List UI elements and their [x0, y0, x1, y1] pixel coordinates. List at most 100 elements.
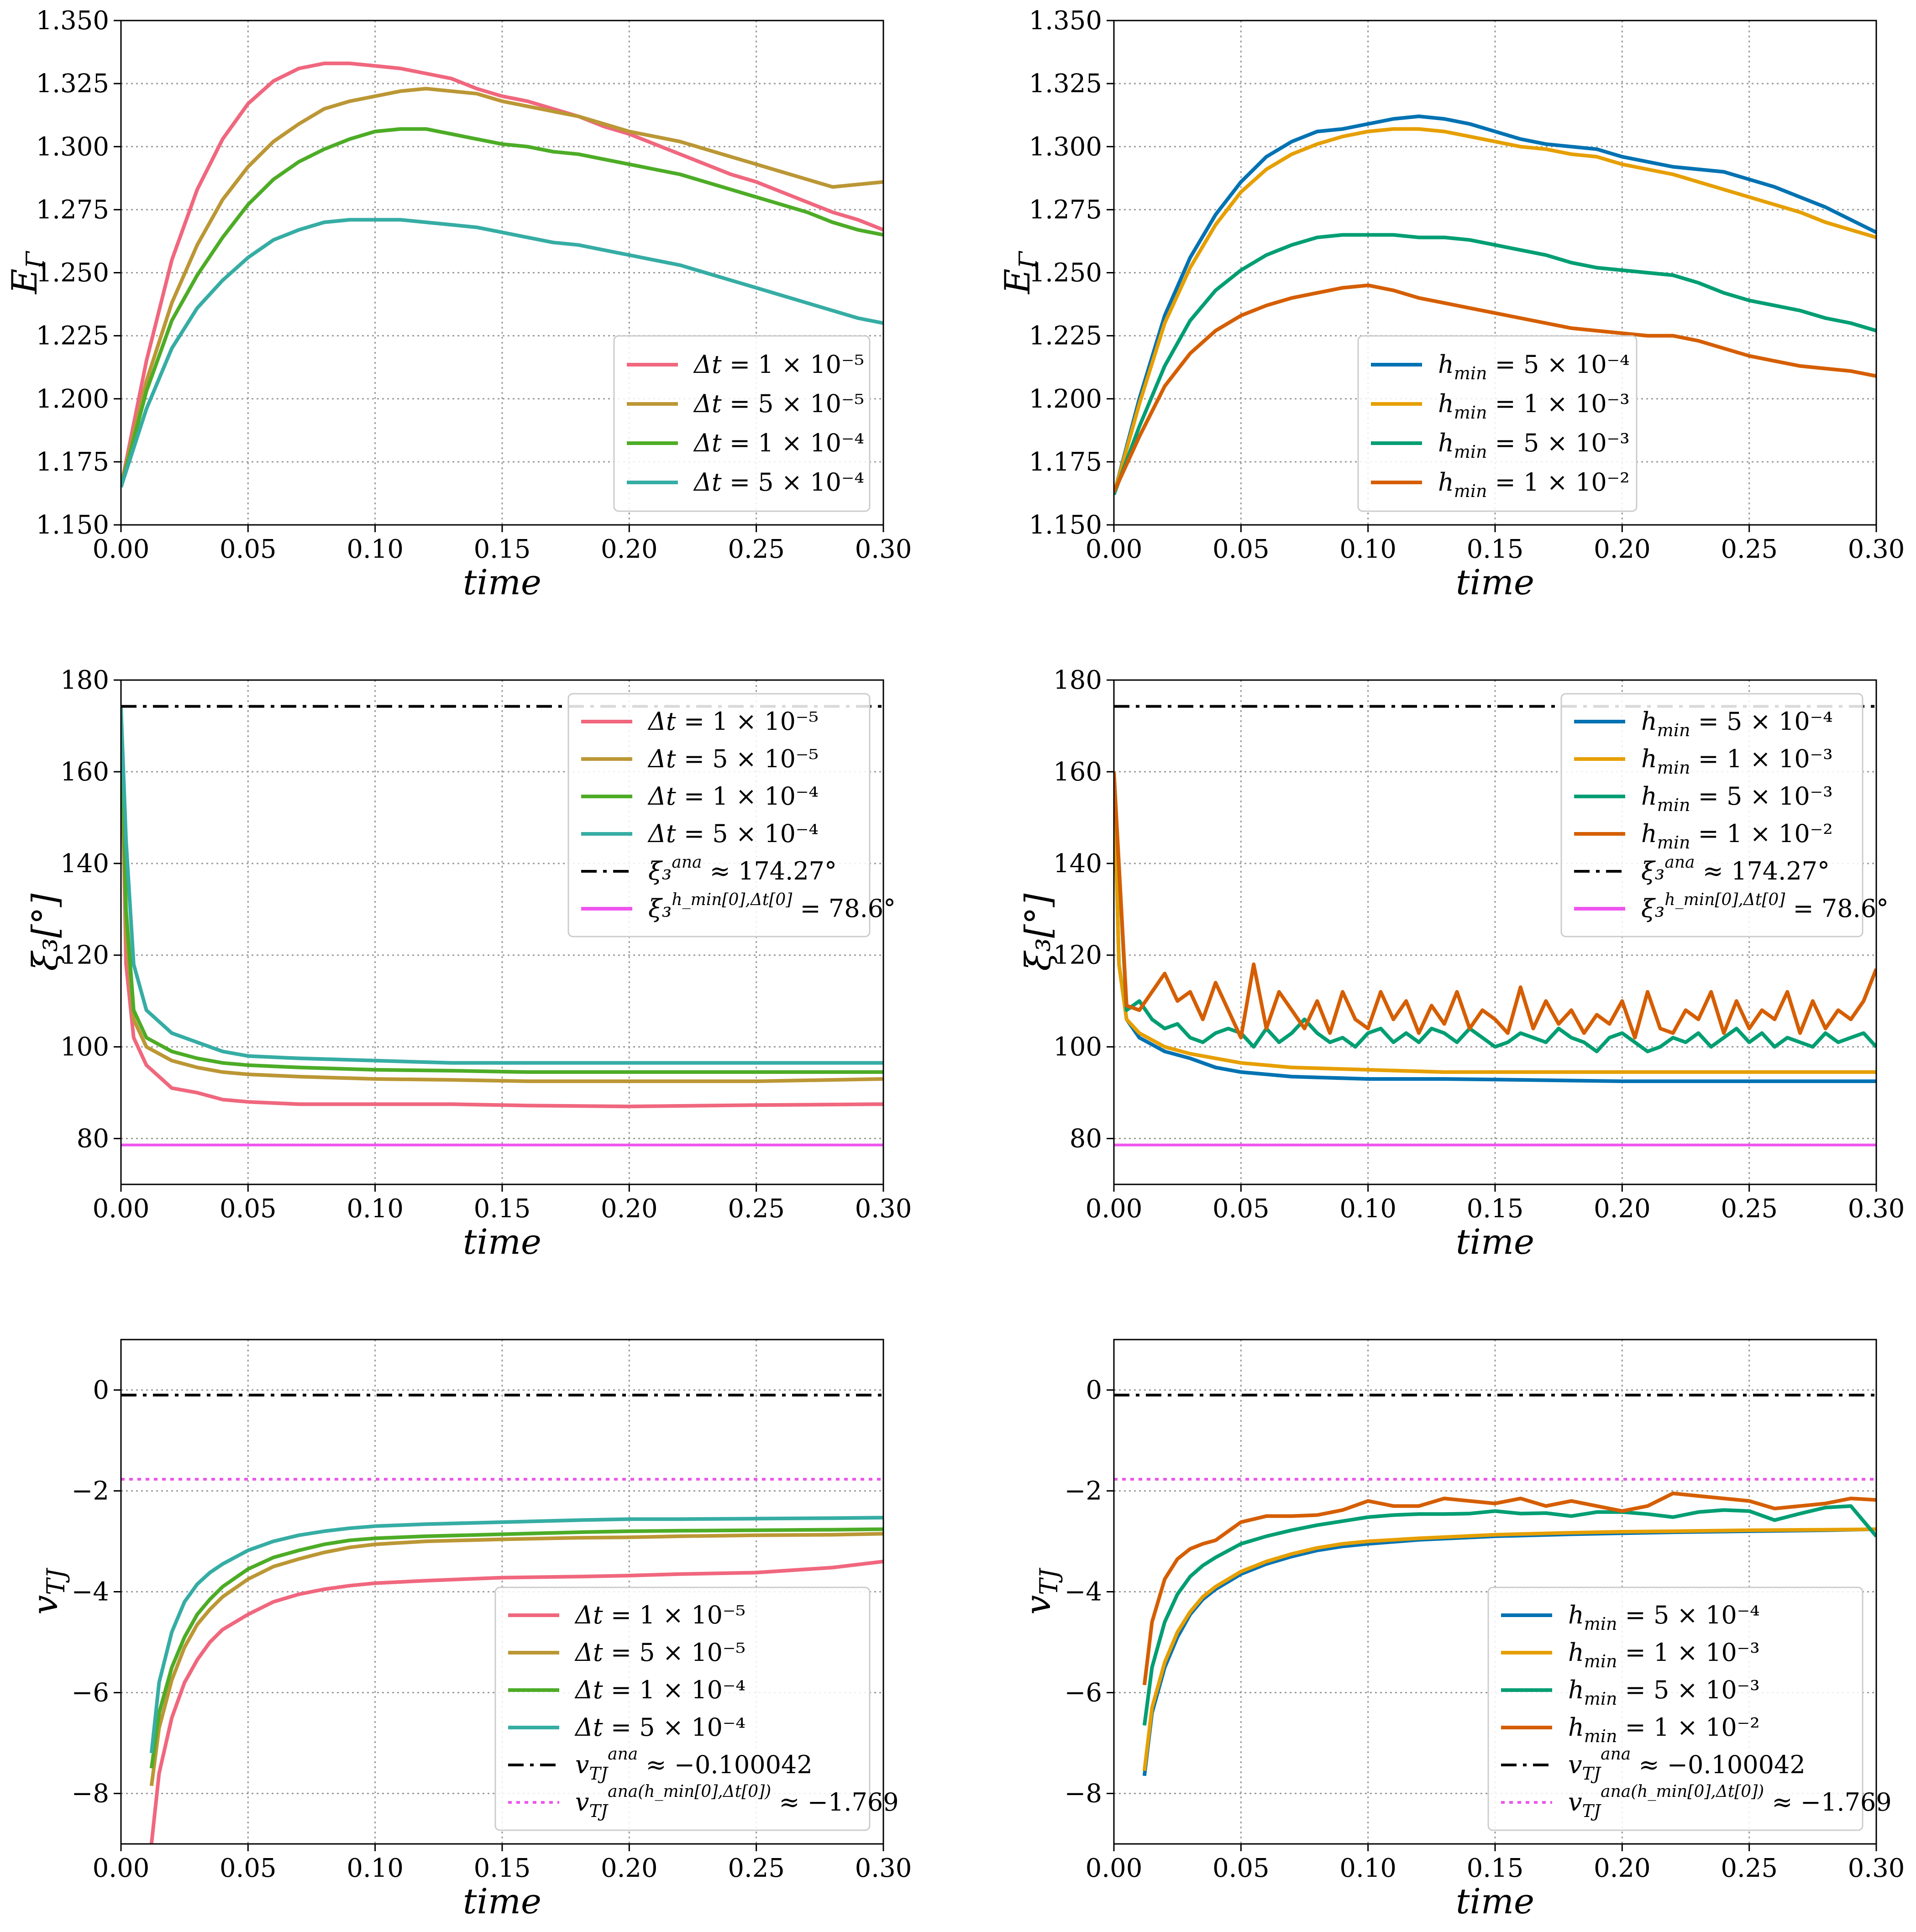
legend-entry: ξ₃h_min[0],Δt[0] = 78.6°	[1641, 890, 1889, 923]
legend-entry: hmin = 5 × 10⁻⁴	[1568, 1601, 1760, 1634]
x-tick-label: 0.30	[855, 1194, 912, 1224]
y-tick-label: −4	[1064, 1577, 1102, 1607]
legend-entry: hmin = 1 × 10⁻³	[1641, 744, 1833, 778]
y-tick-label: 1.300	[1029, 132, 1102, 162]
y-tick-label: 180	[1053, 665, 1102, 695]
legend-entry: hmin = 1 × 10⁻²	[1568, 1713, 1760, 1746]
y-tick-label: −6	[1064, 1678, 1102, 1708]
x-tick-label: 0.05	[1213, 534, 1270, 564]
y-tick-label: 140	[60, 849, 109, 879]
x-tick-label: 0.20	[1594, 1853, 1651, 1883]
x-tick-label: 0.05	[220, 534, 277, 564]
series-group	[121, 61, 883, 488]
x-axis-label: time	[1456, 1221, 1534, 1262]
x-tick-label: 0.15	[1467, 534, 1524, 564]
legend-entry: hmin = 1 × 10⁻³	[1438, 389, 1630, 423]
legend-entry: hmin = 5 × 10⁻³	[1641, 782, 1833, 815]
series-line-2	[121, 87, 883, 488]
legend: Δt = 1 × 10⁻⁵ Δt = 5 × 10⁻⁵ Δt = 1 × 10⁻⁴ Δ…	[567, 693, 896, 937]
series-line-1	[121, 707, 883, 1109]
series-line-1	[1114, 114, 1876, 495]
legend-entry: ξ₃h_min[0],Δt[0] = 78.6°	[648, 890, 896, 923]
y-axis-label: EΓ	[4, 250, 50, 294]
legend-box	[1487, 1586, 1864, 1831]
legend: Δt = 1 × 10⁻⁵ Δt = 5 × 10⁻⁵ Δt = 1 × 10⁻⁴ Δ…	[613, 335, 871, 512]
legend-entry: hmin = 5 × 10⁻³	[1568, 1675, 1760, 1709]
y-tick-label: 1.250	[36, 258, 109, 288]
x-tick-label: 0.00	[93, 1853, 150, 1883]
x-axis-label: time	[463, 562, 541, 602]
series-line-2	[1114, 771, 1876, 1074]
x-tick-label: 0.30	[1848, 534, 1905, 564]
series-line-2	[149, 1532, 883, 1786]
y-axis-label: EΓ	[997, 250, 1043, 294]
y-tick-label: −4	[71, 1577, 109, 1607]
x-axis-label: time	[1456, 562, 1534, 602]
y-tick-label: 1.275	[1029, 195, 1102, 225]
series-group	[121, 1393, 883, 1844]
y-tick-label: 1.150	[1029, 510, 1102, 540]
y-tick-label: 1.200	[1029, 384, 1102, 414]
series-line-3	[121, 127, 883, 488]
x-tick-label: 0.25	[728, 534, 785, 564]
y-tick-label: 1.225	[36, 321, 109, 351]
series-group	[1114, 114, 1876, 496]
y-tick-label: −2	[71, 1476, 109, 1506]
y-axis-label: vTJ	[25, 1567, 70, 1615]
x-tick-label: 0.10	[1339, 1853, 1396, 1883]
plot-frame	[1113, 20, 1877, 526]
legend-entry: vTJana(h_min[0],Δt[0]) ≈ −1.769	[575, 1782, 899, 1821]
legend-box	[613, 335, 871, 512]
x-tick-label: 0.15	[474, 1853, 531, 1883]
y-tick-label: 100	[60, 1032, 109, 1062]
x-tick-label: 0.00	[93, 1194, 150, 1224]
plot-frame	[120, 20, 884, 526]
chart-panel-4: 0.00 0.05 0.10 0.15 0.20 0.25 0.30 80 100 120 140 1…	[1018, 665, 1905, 1262]
x-axis-label: time	[463, 1221, 541, 1262]
x-tick-label: 0.10	[346, 1194, 404, 1224]
x-tick-label: 0.25	[1721, 1853, 1778, 1883]
x-tick-label: 0.25	[728, 1194, 785, 1224]
x-tick-label: 0.10	[346, 534, 404, 564]
x-tick-label: 0.20	[601, 534, 658, 564]
series-line-3	[1114, 233, 1876, 496]
chart-panel-1: 0.00 0.05 0.10 0.15 0.20 0.25 0.30 1.150 1.175 1.…	[4, 6, 912, 602]
x-tick-label: 0.00	[93, 534, 150, 564]
x-tick-label: 0.05	[1213, 1853, 1270, 1883]
series-group	[1114, 705, 1876, 1147]
x-tick-label: 0.20	[1594, 534, 1651, 564]
x-tick-label: 0.00	[1086, 1853, 1143, 1883]
y-axis-label: ξ₃[°]	[25, 893, 65, 971]
series-line-2	[121, 707, 883, 1083]
series-line-3	[149, 1527, 883, 1769]
y-tick-label: 1.325	[36, 69, 109, 99]
x-tick-label: 0.25	[1721, 534, 1778, 564]
series-line-4	[1114, 283, 1876, 493]
y-tick-label: 1.250	[1029, 258, 1102, 288]
legend: hmin = 5 × 10⁻⁴ hmin = 1 × 10⁻³ hmin = 5 ×…	[1487, 1586, 1892, 1831]
legend-entry: Δt = 5 × 10⁻⁴	[647, 819, 819, 848]
chart-panel-3: 0.00 0.05 0.10 0.15 0.20 0.25 0.30 80 100 120 140 1…	[25, 665, 912, 1262]
series-line-4	[121, 218, 883, 488]
x-tick-label: 0.05	[1213, 1194, 1270, 1224]
legend-entry: hmin = 5 × 10⁻³	[1438, 429, 1630, 462]
plot-frame	[1113, 1339, 1877, 1845]
legend-entry: hmin = 1 × 10⁻³	[1568, 1638, 1760, 1671]
legend: hmin = 5 × 10⁻⁴ hmin = 1 × 10⁻³ hmin = 5 ×…	[1357, 335, 1638, 512]
y-tick-label: 1.275	[36, 195, 109, 225]
series-line-2	[1142, 1527, 1876, 1771]
plot-frame	[120, 679, 884, 1185]
legend-entry: Δt = 5 × 10⁻⁵	[574, 1638, 745, 1667]
x-tick-label: 0.20	[601, 1853, 658, 1883]
y-tick-label: −8	[71, 1779, 109, 1809]
x-tick-label: 0.05	[220, 1853, 277, 1883]
chart-panel-2: 0.00 0.05 0.10 0.15 0.20 0.25 0.30 1.150 1.175 1.…	[997, 6, 1905, 602]
y-tick-label: 1.225	[1029, 321, 1102, 351]
y-tick-label: −6	[71, 1678, 109, 1708]
x-tick-label: 0.10	[346, 1853, 404, 1883]
x-tick-label: 0.15	[1467, 1194, 1524, 1224]
series-line-4	[121, 707, 883, 1065]
x-tick-label: 0.00	[1086, 1194, 1143, 1224]
legend-box	[494, 1586, 871, 1831]
legend-entry: Δt = 5 × 10⁻⁴	[693, 468, 864, 497]
